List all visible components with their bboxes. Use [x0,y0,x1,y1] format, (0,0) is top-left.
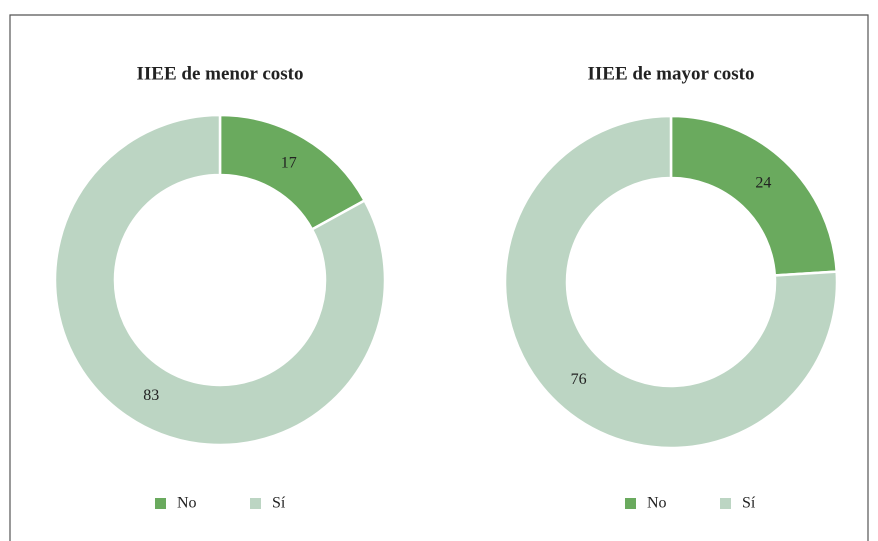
legend-label: No [177,495,197,512]
legend-label: Sí [742,495,756,512]
legend-swatch [720,498,731,509]
legend-swatch [155,498,166,509]
donut-segment [669,114,838,277]
legend-swatch [250,498,261,509]
legend-label: Sí [272,495,286,512]
data-label: 24 [755,174,771,191]
donut-segment [53,113,387,447]
chart-title: IIEE de mayor costo [588,63,755,84]
chart-title: IIEE de menor costo [137,63,304,84]
legend-label: No [647,495,667,512]
legend-swatch [625,498,636,509]
data-label: 83 [143,387,159,404]
data-label: 17 [281,154,297,171]
donut-segment [503,114,839,450]
frame [9,14,869,541]
data-label: 76 [571,371,587,388]
